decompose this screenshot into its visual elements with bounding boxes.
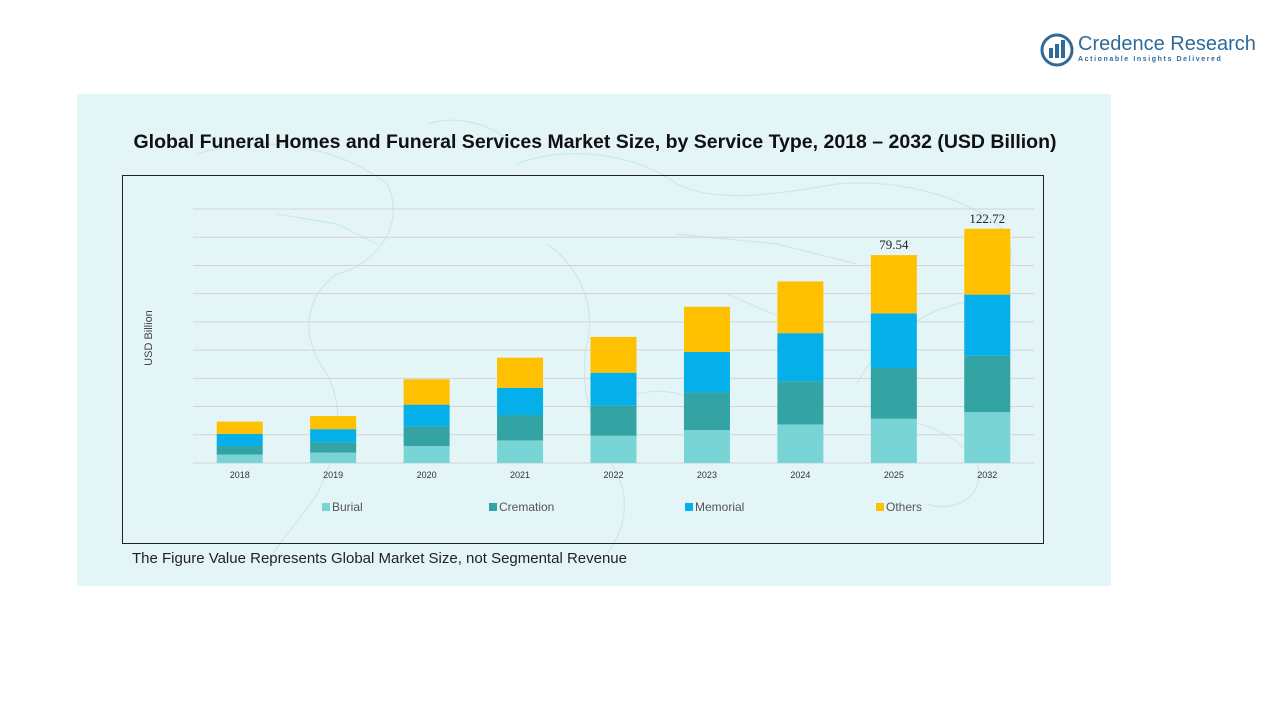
bar-segment-memorial xyxy=(403,404,450,427)
bar-segment-cremation xyxy=(403,426,450,447)
bar-segment-cremation xyxy=(683,392,730,431)
bar-segment-memorial xyxy=(310,429,357,443)
bar-segment-burial xyxy=(683,430,730,463)
chart-title: Global Funeral Homes and Funeral Service… xyxy=(133,131,1057,153)
bar-segment-memorial xyxy=(216,433,263,447)
total-data-label: 122.72 xyxy=(969,211,1005,226)
x-tick-label: 2032 xyxy=(977,470,997,480)
bar-segment-others xyxy=(590,336,637,373)
bar-segment-cremation xyxy=(216,446,263,455)
x-tick-label: 2021 xyxy=(510,470,530,480)
bar-segment-cremation xyxy=(870,367,917,419)
legend-swatch-others xyxy=(876,503,884,511)
legend-label-others: Others xyxy=(886,500,922,514)
legend-label-memorial: Memorial xyxy=(695,500,744,514)
bar-segment-others xyxy=(310,415,357,430)
bar-segment-memorial xyxy=(777,333,824,382)
bar-segment-memorial xyxy=(590,372,637,406)
bar-segment-burial xyxy=(216,454,263,463)
bar-segment-cremation xyxy=(964,355,1011,413)
bar-segment-burial xyxy=(777,424,824,463)
plot-frame xyxy=(122,175,1044,544)
bar-segment-cremation xyxy=(310,442,357,453)
bar-segment-others xyxy=(777,281,824,334)
y-axis-label: USD Billion xyxy=(143,310,155,366)
bar-segment-memorial xyxy=(870,313,917,368)
x-tick-label: 2022 xyxy=(603,470,623,480)
figure-note: The Figure Value Represents Global Marke… xyxy=(132,550,627,567)
legend-swatch-cremation xyxy=(489,503,497,511)
legend-label-cremation: Cremation xyxy=(499,500,554,514)
bar-segment-others xyxy=(870,255,917,314)
chart-panel xyxy=(77,94,1111,586)
legend-swatch-memorial xyxy=(685,503,693,511)
bar-segment-others xyxy=(216,421,263,434)
legend-swatch-burial xyxy=(322,503,330,511)
bar-segment-burial xyxy=(403,446,450,463)
bar-segment-burial xyxy=(590,435,637,463)
bar-segment-cremation xyxy=(497,415,544,441)
bar-segment-memorial xyxy=(683,351,730,393)
bar-segment-burial xyxy=(870,418,917,463)
brand-name: Credence Research xyxy=(1078,33,1256,55)
total-data-label: 79.54 xyxy=(879,237,909,252)
x-tick-label: 2020 xyxy=(417,470,437,480)
x-tick-label: 2024 xyxy=(790,470,810,480)
bar-segment-others xyxy=(497,357,544,388)
bar-segment-burial xyxy=(497,440,544,463)
bar-segment-burial xyxy=(964,412,1011,463)
x-tick-label: 2019 xyxy=(323,470,343,480)
bar-segment-cremation xyxy=(590,405,637,436)
x-tick-label: 2018 xyxy=(230,470,250,480)
bar-segment-others xyxy=(683,306,730,352)
bar-segment-cremation xyxy=(777,381,824,425)
brand-logo: Credence Research Actionable Insights De… xyxy=(1040,30,1256,70)
x-tick-label: 2023 xyxy=(697,470,717,480)
brand-tagline: Actionable Insights Delivered xyxy=(1078,56,1223,63)
bar-segment-memorial xyxy=(497,387,544,416)
bar-segment-others xyxy=(964,228,1011,295)
x-tick-label: 2025 xyxy=(884,470,904,480)
legend-label-burial: Burial xyxy=(332,500,363,514)
bar-segment-memorial xyxy=(964,294,1011,356)
bar-segment-others xyxy=(403,379,450,405)
bar-segment-burial xyxy=(310,452,357,463)
credence-logo-icon xyxy=(1040,33,1074,67)
stacked-bar-chart: 2018 2019 2020 2021 2022 2023 2024 2025 79.54 203… xyxy=(193,208,1034,514)
